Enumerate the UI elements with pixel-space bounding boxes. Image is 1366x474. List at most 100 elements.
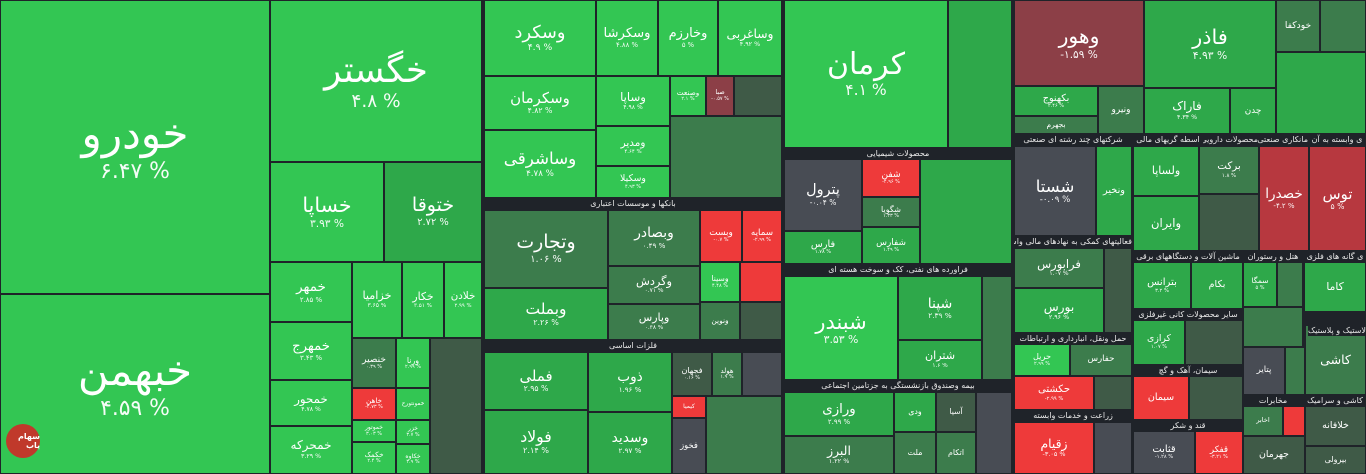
stock-tile[interactable]: وخارزم ۵ % — [658, 0, 718, 76]
stock-tile[interactable]: وساشرقی ۴.۷۸ % — [484, 130, 596, 198]
stock-tile[interactable]: پتایر — [1243, 347, 1285, 395]
stock-tile[interactable]: حفارس — [1070, 344, 1132, 376]
stock-tile[interactable]: ومدیر ۴.۶۴ % — [596, 126, 670, 166]
stock-tile[interactable] — [976, 392, 1012, 474]
stock-tile[interactable]: جهرمان — [1243, 436, 1305, 474]
stock-tile[interactable]: کرمان ۴.۱ % — [784, 0, 948, 148]
stock-tile[interactable]: خمهرج ۳.۴۳ % — [270, 322, 352, 380]
stock-tile[interactable] — [1283, 406, 1305, 436]
stock-tile[interactable]: البرز ۱.۲۲ % — [784, 436, 894, 474]
stock-tile[interactable] — [1094, 422, 1132, 474]
stock-tile[interactable]: بجهرم — [1014, 116, 1098, 134]
stock-tile[interactable]: وبصادر ۰.۴۹ % — [608, 210, 700, 266]
stock-tile[interactable]: خودرو ۶.۴۷ % — [0, 0, 270, 294]
stock-tile[interactable]: کیمیا — [672, 396, 706, 418]
stock-tile[interactable]: خساپا ۳.۹۳ % — [270, 162, 384, 262]
stock-tile[interactable]: زقیام -۳.۰۵ % — [1014, 422, 1094, 474]
stock-tile[interactable]: فاذر ۴.۹۳ % — [1144, 0, 1276, 88]
stock-tile[interactable]: خمحور ۴.۷۸ % — [270, 380, 352, 426]
stock-tile[interactable] — [1104, 248, 1132, 333]
stock-tile[interactable] — [920, 159, 1012, 264]
stock-tile[interactable]: ختوقا ۲.۷۲ % — [384, 162, 482, 262]
stock-tile[interactable]: وسکرمان ۴.۸۲ % — [484, 76, 596, 130]
stock-tile[interactable]: خموتور ۳.۰۳ % — [352, 420, 396, 442]
stock-tile[interactable]: اتکام — [936, 432, 976, 474]
stock-tile[interactable]: ونیرو — [1098, 86, 1144, 134]
stock-tile[interactable]: شفارس ۱.۴۹ % — [862, 227, 920, 264]
stock-tile[interactable]: وپارس ۰.۴۸ % — [608, 304, 700, 340]
stock-tile[interactable]: بکهنوج ۲.۴۶ % — [1014, 86, 1098, 116]
stock-tile[interactable]: شفن -۴.۹۶ % — [862, 159, 920, 197]
stock-tile[interactable]: خصدرا -۴.۲ % — [1259, 146, 1309, 251]
stock-tile[interactable] — [982, 276, 1012, 380]
stock-tile[interactable]: فرابورس ۱.۰۷ % — [1014, 248, 1104, 288]
stock-tile[interactable]: خمهر ۲.۸۵ % — [270, 262, 352, 322]
stock-tile[interactable]: برکت ۱.۸ % — [1199, 146, 1259, 194]
stock-tile[interactable]: سمایه -۲.۹۹ % — [742, 210, 782, 262]
stock-tile[interactable] — [1189, 376, 1243, 420]
stock-tile[interactable]: سیمان — [1133, 376, 1189, 420]
stock-tile[interactable]: کاما — [1304, 262, 1366, 312]
stock-tile[interactable]: بیرولی — [1305, 446, 1366, 474]
stock-tile[interactable]: خمونتورح — [396, 388, 430, 420]
stock-tile[interactable]: ورنا ۲.۹۹ % — [396, 338, 430, 388]
stock-tile[interactable] — [742, 352, 782, 396]
stock-tile[interactable] — [1094, 376, 1132, 410]
stock-tile[interactable]: شتران ۱.۶ % — [898, 340, 982, 380]
stock-tile[interactable]: خکمک ۲.۴ % — [352, 442, 396, 474]
stock-tile[interactable]: وتجارت ۱.۰۶ % — [484, 210, 608, 288]
stock-tile[interactable]: چدن — [1230, 88, 1276, 134]
stock-tile[interactable]: خودکفا — [1276, 0, 1320, 52]
stock-tile[interactable]: فملی ۲.۹۵ % — [484, 352, 588, 410]
stock-tile[interactable] — [430, 338, 482, 474]
stock-tile[interactable]: توس ۵ % — [1309, 146, 1366, 251]
stock-tile[interactable]: خزر ۳.۷ % — [396, 420, 430, 444]
stock-tile[interactable]: ورازی ۲.۹۹ % — [784, 392, 894, 436]
stock-tile[interactable] — [1185, 320, 1243, 365]
stock-tile[interactable]: کرازی ۱.۰۷ % — [1133, 320, 1185, 365]
stock-tile[interactable] — [740, 302, 782, 340]
stock-tile[interactable]: ونخیر — [1096, 146, 1132, 236]
stock-tile[interactable] — [1277, 262, 1303, 307]
stock-tile[interactable]: آسیا — [936, 392, 976, 432]
stock-tile[interactable]: شگویا ۱.۳۳ % — [862, 197, 920, 227]
stock-tile[interactable] — [1320, 0, 1366, 52]
stock-tile[interactable] — [1285, 347, 1305, 395]
stock-tile[interactable]: اخابر — [1243, 406, 1283, 436]
stock-tile[interactable]: حریل ۲.۹۹ % — [1014, 344, 1070, 376]
stock-tile[interactable]: خزامیا ۳.۶۵ % — [352, 262, 402, 338]
stock-tile[interactable]: فاراک ۴.۳۴ % — [1144, 88, 1230, 134]
stock-tile[interactable]: فولاد ۲.۱۴ % — [484, 410, 588, 474]
stock-tile[interactable]: ولساپا — [1133, 146, 1199, 196]
stock-tile[interactable]: خگستر ۴.۸ % — [270, 0, 482, 162]
stock-tile[interactable]: ونوین — [700, 302, 740, 340]
stock-tile[interactable] — [1243, 307, 1303, 347]
stock-tile[interactable]: بورس ۲.۹۶ % — [1014, 288, 1104, 333]
stock-tile[interactable]: سمگا ۵ % — [1243, 262, 1277, 307]
stock-tile[interactable]: پترول -۰.۰۴ % — [784, 159, 862, 231]
stock-tile[interactable]: فارس ۱.۷۸ % — [784, 231, 862, 264]
stock-tile[interactable]: خبهمن ۴.۵۹ % — [0, 294, 270, 474]
stock-tile[interactable]: خلادن ۲.۹۹ % — [444, 262, 482, 338]
stock-tile[interactable]: فجهان ۰.۱۶ % — [672, 352, 712, 396]
stock-tile[interactable]: شپنا ۲.۳۹ % — [898, 276, 982, 340]
stock-tile[interactable]: وبملت ۲.۲۶ % — [484, 288, 608, 340]
stock-tile[interactable]: فخوز — [672, 418, 706, 474]
stock-tile[interactable] — [706, 396, 782, 474]
stock-tile[interactable]: وبست -۰.۷ % — [700, 210, 742, 262]
stock-tile[interactable]: ذوب ۱.۹۶ % — [588, 352, 672, 412]
stock-tile[interactable] — [734, 76, 782, 116]
stock-tile[interactable] — [670, 116, 782, 198]
stock-tile[interactable]: وساپا ۴.۹۸ % — [596, 76, 670, 126]
stock-tile[interactable]: وسکرشا ۴.۸۸ % — [596, 0, 658, 76]
stock-tile[interactable] — [948, 0, 1012, 148]
stock-tile[interactable]: شستا -۰.۰۹ % — [1014, 146, 1096, 236]
stock-tile[interactable]: خکاوه ۳.۹ % — [396, 444, 430, 474]
stock-tile[interactable]: خاهن -۴.۷۳ % — [352, 388, 396, 420]
stock-tile[interactable]: وایران — [1133, 196, 1199, 251]
stock-tile[interactable]: وساغربی ۴.۹۲ % — [718, 0, 782, 76]
stock-tile[interactable]: وسدید ۲.۹۷ % — [588, 412, 672, 474]
stock-tile[interactable]: وهور -۱.۵۹ % — [1014, 0, 1144, 86]
stock-tile[interactable]: قفکر -۳.۲۱ % — [1195, 431, 1243, 474]
stock-tile[interactable] — [1276, 52, 1366, 134]
